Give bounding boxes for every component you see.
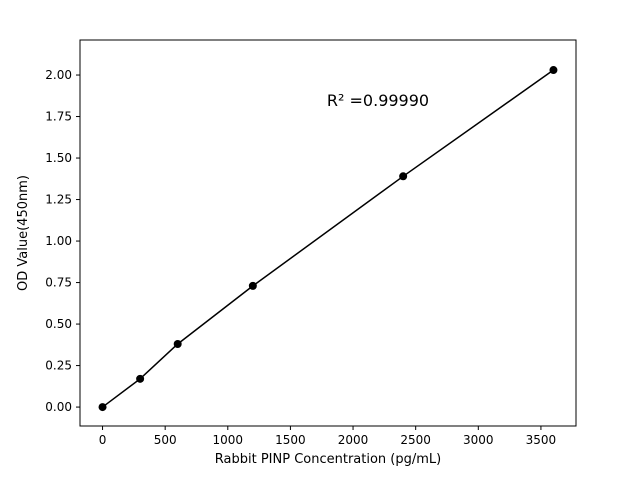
x-axis-ticks: 0 500 1000 1500 2000 2500 3000 3500 xyxy=(99,426,556,447)
data-points xyxy=(98,66,558,412)
x-axis-label: Rabbit PINP Concentration (pg/mL) xyxy=(215,452,441,467)
chart-generated-layer: 0 500 1000 1500 2000 2500 3000 3500 0.00 0.25 0.50… xyxy=(45,39,577,447)
y-tick-label: 1.50 xyxy=(45,151,72,165)
x-tick-label: 1000 xyxy=(213,433,244,447)
x-tick-label: 0 xyxy=(99,433,107,447)
x-tick-label: 2000 xyxy=(338,433,369,447)
data-point xyxy=(173,339,182,348)
data-point xyxy=(399,172,408,181)
y-tick-label: 0.00 xyxy=(45,400,72,414)
data-point xyxy=(248,281,257,290)
r-squared-annotation: R² =0.99990 xyxy=(327,91,429,110)
data-point xyxy=(98,403,107,412)
data-point xyxy=(549,66,558,75)
data-point xyxy=(136,374,145,383)
x-tick-label: 2500 xyxy=(400,433,431,447)
x-tick-label: 3000 xyxy=(463,433,494,447)
y-tick-label: 0.75 xyxy=(45,276,72,290)
y-tick-label: 1.00 xyxy=(45,234,72,248)
y-tick-label: 0.50 xyxy=(45,317,72,331)
y-axis-ticks: 0.00 0.25 0.50 0.75 1.00 1.25 1.50 1.75 2.00 xyxy=(45,68,80,414)
y-tick-label: 2.00 xyxy=(45,68,72,82)
regression-line xyxy=(102,69,554,408)
plot-border xyxy=(79,39,577,427)
y-tick-label: 1.75 xyxy=(45,110,72,124)
x-tick-label: 1500 xyxy=(275,433,306,447)
y-tick-label: 1.25 xyxy=(45,193,72,207)
x-tick-label: 3500 xyxy=(526,433,557,447)
y-tick-label: 0.25 xyxy=(45,359,72,373)
y-axis-label: OD Value(450nm) xyxy=(16,175,31,291)
x-tick-label: 500 xyxy=(154,433,177,447)
